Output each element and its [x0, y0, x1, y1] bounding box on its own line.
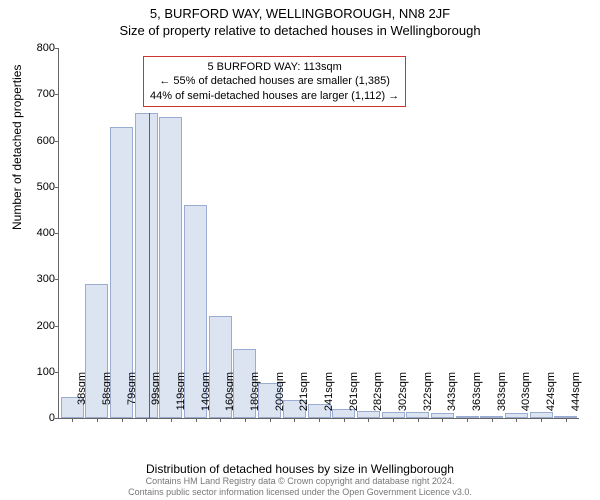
x-tick-mark [122, 418, 123, 422]
y-tick-mark [55, 187, 59, 188]
x-tick-mark [467, 418, 468, 422]
x-tick-mark [245, 418, 246, 422]
y-tick-label: 500 [37, 181, 55, 193]
x-tick-mark [220, 418, 221, 422]
x-tick-mark [418, 418, 419, 422]
y-tick-label: 600 [37, 135, 55, 147]
x-tick-mark [270, 418, 271, 422]
x-tick-label: 363sqm [471, 372, 483, 422]
x-tick-mark [516, 418, 517, 422]
x-tick-mark [393, 418, 394, 422]
x-tick-label: 424sqm [545, 372, 557, 422]
x-tick-mark [294, 418, 295, 422]
annotation-line2: ← 55% of detached houses are smaller (1,… [150, 74, 399, 88]
annotation-box: 5 BURFORD WAY: 113sqm ← 55% of detached … [143, 56, 406, 107]
y-tick-label: 800 [37, 42, 55, 54]
x-tick-mark [368, 418, 369, 422]
chart-subtitle: Size of property relative to detached ho… [0, 21, 600, 38]
y-axis-label: Number of detached properties [10, 65, 24, 230]
y-tick-label: 100 [37, 366, 55, 378]
x-axis-label: Distribution of detached houses by size … [0, 462, 600, 476]
x-tick-mark [171, 418, 172, 422]
marker-line [149, 113, 150, 418]
annotation-line1: 5 BURFORD WAY: 113sqm [150, 60, 399, 74]
x-tick-mark [344, 418, 345, 422]
x-tick-mark [97, 418, 98, 422]
footer-line1: Contains HM Land Registry data © Crown c… [0, 476, 600, 487]
x-tick-mark [72, 418, 73, 422]
y-tick-label: 700 [37, 88, 55, 100]
y-tick-label: 400 [37, 227, 55, 239]
x-tick-mark [541, 418, 542, 422]
x-tick-mark [319, 418, 320, 422]
chart-container: 5, BURFORD WAY, WELLINGBOROUGH, NN8 2JF … [0, 0, 600, 500]
y-tick-label: 300 [37, 273, 55, 285]
y-tick-mark [55, 141, 59, 142]
footer-line2: Contains public sector information licen… [0, 487, 600, 498]
y-tick-mark [55, 372, 59, 373]
x-tick-label: 444sqm [570, 372, 582, 422]
y-tick-label: 200 [37, 320, 55, 332]
y-tick-mark [55, 418, 59, 419]
y-tick-mark [55, 233, 59, 234]
footer: Contains HM Land Registry data © Crown c… [0, 476, 600, 498]
y-tick-mark [55, 48, 59, 49]
chart-title: 5, BURFORD WAY, WELLINGBOROUGH, NN8 2JF [0, 0, 600, 21]
x-tick-mark [566, 418, 567, 422]
x-tick-mark [442, 418, 443, 422]
y-tick-mark [55, 326, 59, 327]
x-tick-mark [146, 418, 147, 422]
x-tick-label: 343sqm [446, 372, 458, 422]
x-tick-mark [492, 418, 493, 422]
annotation-line3: 44% of semi-detached houses are larger (… [150, 89, 399, 103]
chart-area: 010020030040050060070080038sqm58sqm79sqm… [58, 48, 578, 418]
y-tick-mark [55, 94, 59, 95]
y-tick-mark [55, 279, 59, 280]
x-tick-mark [196, 418, 197, 422]
